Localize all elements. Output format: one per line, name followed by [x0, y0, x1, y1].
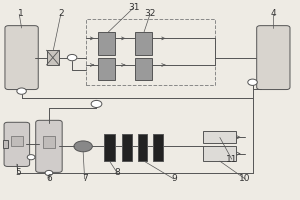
Text: 10: 10	[239, 174, 251, 183]
Bar	[4, 140, 8, 148]
Bar	[122, 134, 132, 161]
Circle shape	[27, 155, 35, 160]
Text: 4: 4	[271, 9, 276, 18]
FancyBboxPatch shape	[5, 26, 38, 90]
Text: 11: 11	[226, 155, 238, 164]
Bar	[134, 58, 152, 80]
Text: 7: 7	[82, 174, 88, 183]
Bar	[137, 134, 147, 161]
Text: 9: 9	[171, 174, 177, 183]
Circle shape	[91, 100, 102, 107]
Text: 31: 31	[128, 3, 140, 12]
FancyBboxPatch shape	[257, 26, 290, 90]
Bar	[98, 58, 115, 80]
Circle shape	[17, 88, 26, 94]
Text: 5: 5	[15, 168, 21, 177]
Bar	[98, 32, 115, 55]
FancyBboxPatch shape	[4, 122, 30, 166]
Bar	[134, 32, 152, 55]
Bar	[203, 146, 236, 161]
FancyBboxPatch shape	[36, 120, 62, 172]
Text: 32: 32	[144, 9, 156, 18]
Bar	[203, 131, 236, 143]
Bar	[86, 19, 215, 85]
Bar	[43, 136, 55, 148]
Text: 2: 2	[58, 9, 64, 18]
Ellipse shape	[74, 141, 92, 152]
Circle shape	[68, 54, 77, 61]
Circle shape	[45, 170, 53, 176]
Bar	[104, 134, 115, 161]
Bar	[153, 134, 163, 161]
Circle shape	[248, 79, 257, 85]
Text: 8: 8	[114, 168, 120, 177]
Bar	[46, 50, 59, 65]
Text: 6: 6	[46, 174, 52, 183]
Bar	[11, 136, 23, 146]
Text: 1: 1	[18, 9, 24, 18]
